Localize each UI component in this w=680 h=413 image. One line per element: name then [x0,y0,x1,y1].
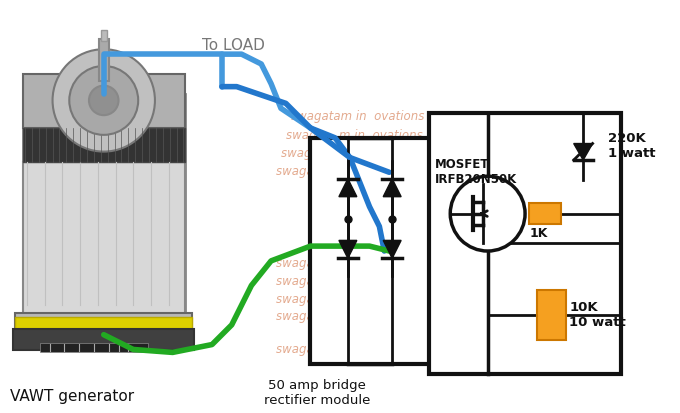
Bar [537,290,566,339]
Text: swagatam innovations: swagatam innovations [276,343,409,356]
Circle shape [69,66,138,135]
Bar [428,113,621,374]
Polygon shape [384,179,401,197]
Text: VAWT generator: VAWT generator [10,389,135,404]
Text: swag      i   ovations: swag i ovations [281,147,398,160]
Bar [23,74,186,128]
Text: swagatam in  ovations: swagatam in ovations [276,275,409,288]
Bar [15,317,192,329]
Circle shape [52,49,155,152]
Bar [13,329,194,351]
Bar [15,313,192,342]
Text: MOSFET
IRFB20N50K: MOSFET IRFB20N50K [435,158,517,186]
Text: 1K: 1K [530,227,548,240]
Polygon shape [339,179,357,197]
Text: am  in  vat: am in vat [276,237,388,251]
Circle shape [450,176,525,251]
Bar [99,39,109,81]
Circle shape [89,85,118,115]
Bar [39,342,148,352]
Text: 220K
1 watt: 220K 1 watt [608,132,656,160]
Text: swagatam in  ovations: swagatam in ovations [276,311,409,323]
Text: am  tam: am tam [276,218,375,231]
Text: To LOAD: To LOAD [202,38,265,53]
Polygon shape [384,240,401,258]
Text: 10K
10 watt: 10K 10 watt [569,301,626,329]
Text: swag      m in  ovations: swag m in ovations [286,129,422,142]
Bar [311,138,439,364]
Bar [23,162,186,315]
Polygon shape [574,144,592,160]
Bar [101,30,107,41]
Bar [23,128,186,162]
Text: am  t: am t [276,183,356,195]
Text: swagatam in  ovations: swagatam in ovations [291,110,424,123]
Polygon shape [339,240,357,258]
Text: swagatam in  ovations: swagatam in ovations [276,293,409,306]
Text: 50 amp bridge
rectifier module: 50 amp bridge rectifier module [265,379,371,407]
Bar [529,203,560,224]
Text: swagatam  e    MOSFET  s: swagatam e MOSFET s [276,165,428,178]
Text: swagatam in  ovations: swagatam in ovations [276,257,409,271]
Bar [23,93,186,320]
Text: am  tam: am tam [276,200,375,213]
